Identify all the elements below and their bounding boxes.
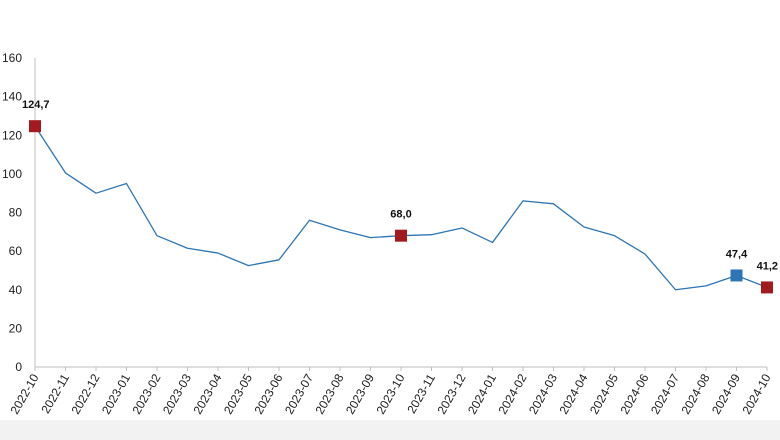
x-tick-label: 2024-06 <box>617 371 651 416</box>
data-label: 124,7 <box>22 99 50 111</box>
x-tick-label: 2023-01 <box>99 371 133 416</box>
x-tick-label: 2022-11 <box>38 371 72 416</box>
x-tick-label: 2023-11 <box>404 371 438 416</box>
x-tick-label: 2023-07 <box>282 371 316 416</box>
x-tick-label: 2023-10 <box>373 371 407 416</box>
y-tick-label: 160 <box>2 51 22 65</box>
highlight-marker <box>761 281 773 294</box>
x-tick-label: 2022-10 <box>7 371 41 416</box>
x-tick-label: 2023-06 <box>251 371 285 416</box>
x-tick-label: 2024-03 <box>526 371 560 416</box>
y-tick-label: 60 <box>9 244 23 258</box>
x-tick-label: 2022-12 <box>68 371 102 416</box>
bottom-band <box>0 420 780 440</box>
data-label: 41,2 <box>757 260 778 272</box>
x-tick-label: 2024-09 <box>709 371 743 416</box>
x-tick-label: 2024-04 <box>556 371 590 416</box>
y-tick-label: 0 <box>15 360 22 374</box>
highlight-marker <box>395 229 407 242</box>
highlight-marker <box>29 120 41 133</box>
y-tick-label: 80 <box>9 206 23 220</box>
y-tick-label: 100 <box>2 167 22 181</box>
x-tick-label: 2023-12 <box>434 371 468 416</box>
data-labels: 124,7 68,0 47,4 41,2 <box>22 99 778 272</box>
y-tick-label: 140 <box>2 90 22 104</box>
x-tick-label: 2023-04 <box>190 371 224 416</box>
x-tick-label: 2023-02 <box>129 371 163 416</box>
x-tick-label: 2024-10 <box>739 371 773 416</box>
x-axis: 2022-102022-112022-122023-012023-022023-… <box>7 366 774 417</box>
x-tick-label: 2023-05 <box>221 371 255 416</box>
y-tick-label: 120 <box>2 128 22 142</box>
x-tick-label: 2024-05 <box>587 371 621 416</box>
y-tick-label: 40 <box>9 283 23 297</box>
x-tick-label: 2023-08 <box>312 371 346 416</box>
x-tick-label: 2023-03 <box>160 371 194 416</box>
data-label: 68,0 <box>390 209 411 221</box>
y-tick-label: 20 <box>9 321 23 335</box>
x-tick-label: 2024-01 <box>465 371 499 416</box>
y-axis: 0 20 40 60 80 100 120 140 160 <box>2 51 36 374</box>
data-label: 47,4 <box>726 248 748 260</box>
x-tick-label: 2023-09 <box>343 371 377 416</box>
x-tick-label: 2024-08 <box>678 371 712 416</box>
x-tick-label: 2024-07 <box>648 371 682 416</box>
highlight-marker <box>730 269 743 282</box>
highlight-markers <box>29 120 773 294</box>
x-tick-label: 2024-02 <box>495 371 529 416</box>
